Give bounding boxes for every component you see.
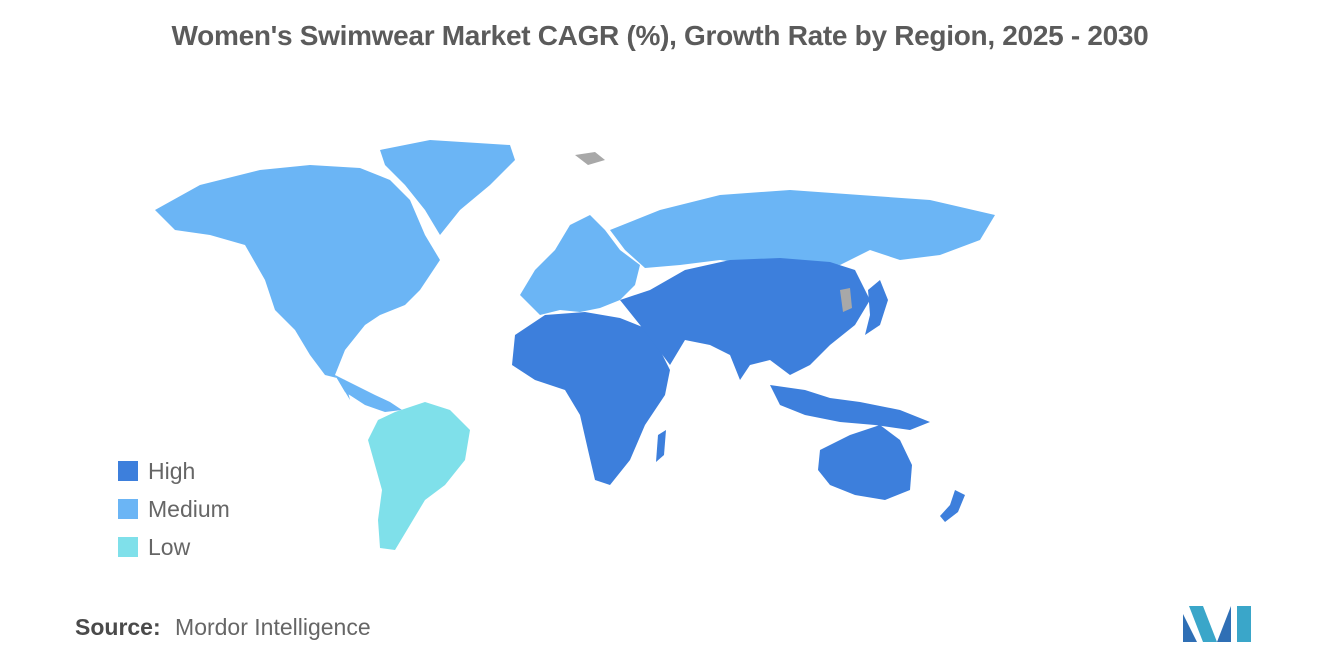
region-southeast-asia (770, 385, 930, 430)
legend-label-medium: Medium (148, 495, 230, 522)
region-asia (620, 258, 870, 380)
region-korea (840, 288, 852, 312)
map-legend: High Medium Low (118, 452, 230, 566)
region-svalbard (575, 152, 605, 165)
mordor-intelligence-logo-icon (1183, 606, 1251, 642)
region-central-america (335, 375, 402, 412)
source-line: Source: Mordor Intelligence (75, 614, 371, 641)
region-north-america (155, 165, 440, 400)
legend-label-high: High (148, 457, 196, 484)
chart-title: Women's Swimwear Market CAGR (%), Growth… (171, 20, 1149, 51)
legend-item-medium: Medium (118, 490, 230, 528)
legend-swatch-medium (118, 499, 138, 519)
region-europe (520, 215, 640, 315)
region-south-america (368, 402, 470, 550)
region-africa (512, 312, 670, 485)
legend-swatch-high (118, 461, 138, 481)
region-russia (610, 190, 995, 268)
legend-label-low: Low (148, 533, 191, 560)
region-madagascar (656, 430, 666, 462)
legend-item-low: Low (118, 528, 230, 566)
source-label: Source: (75, 614, 161, 640)
legend-swatch-low (118, 537, 138, 557)
legend-item-high: High (118, 452, 230, 490)
region-japan (865, 280, 888, 335)
world-map (155, 140, 995, 550)
region-new-zealand (940, 490, 965, 522)
region-australia (818, 425, 912, 500)
source-value: Mordor Intelligence (175, 614, 371, 640)
region-greenland (380, 140, 515, 235)
